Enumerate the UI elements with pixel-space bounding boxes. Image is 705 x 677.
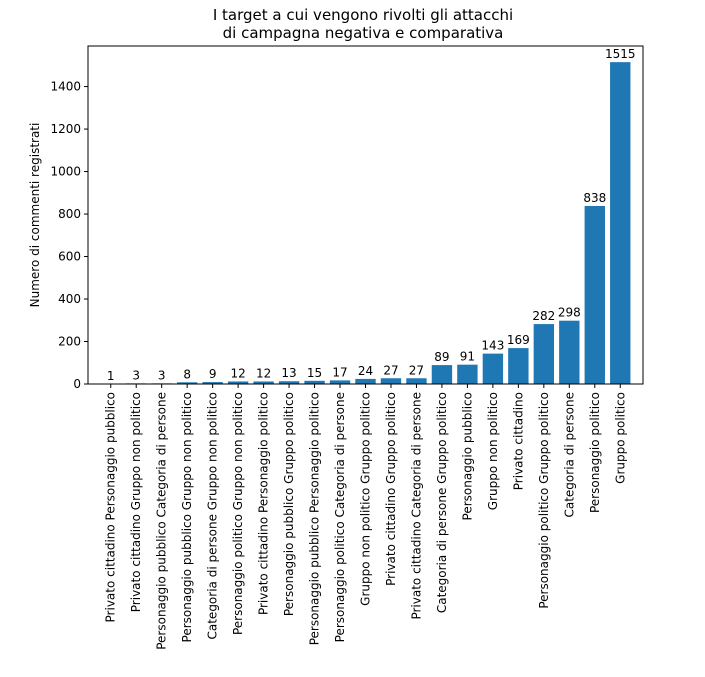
bar-6 xyxy=(227,381,249,384)
y-axis: 0 200 400 600 800 1000 1200 1400 xyxy=(50,80,88,391)
x-tick-label-15: Personaggio pubblico xyxy=(460,392,474,520)
bar-value-label-12: 27 xyxy=(383,363,398,377)
x-tick-label-13: Privato cittadino Categoria di persone xyxy=(409,392,423,620)
chart-title-line-2: di campagna negativa e comparativa xyxy=(223,24,504,42)
bar-value-label-8: 13 xyxy=(281,366,296,380)
bar-value-label-3: 3 xyxy=(158,368,166,382)
x-tick-label-2: Privato cittadino Gruppo non politico xyxy=(129,392,143,612)
y-axis-label: Numero di commenti registrati xyxy=(28,123,42,308)
x-tick-label-14: Categoria di persone Gruppo politico xyxy=(435,392,449,613)
x-tick-label-18: Personaggio politico Gruppo politico xyxy=(537,392,551,609)
bar-11 xyxy=(355,378,376,384)
x-tick-label-3: Personaggio pubblico Categoria di person… xyxy=(155,392,169,650)
bar-value-label-16: 143 xyxy=(481,339,504,353)
bar-value-label-18: 282 xyxy=(532,309,555,323)
bar-value-label-2: 3 xyxy=(132,368,140,382)
x-tick-label-20: Personaggio politico xyxy=(588,392,602,513)
x-tick-label-5: Categoria di persone Gruppo non politico xyxy=(206,392,220,640)
x-tick-label-6: Personaggio politico Gruppo non politico xyxy=(231,392,245,635)
y-tick-label-1200: 1200 xyxy=(50,122,81,136)
x-tick-label-17: Privato cittadino xyxy=(511,392,525,490)
bar-17 xyxy=(508,348,529,384)
x-tick-label-7: Privato cittadino Personaggio politico xyxy=(257,392,271,615)
x-tick-label-10: Personaggio politico Categoria di person… xyxy=(333,392,347,642)
y-tick-label-800: 800 xyxy=(58,207,81,221)
x-tick-label-11: Gruppo non politico Gruppo politico xyxy=(359,392,373,606)
bar-9 xyxy=(304,380,325,384)
bar-value-label-1: 1 xyxy=(107,369,115,383)
bar-value-label-4: 8 xyxy=(183,367,191,381)
bar-value-label-19: 298 xyxy=(558,306,581,320)
bar-value-label-17: 169 xyxy=(507,333,530,347)
x-tick-label-21: Gruppo politico xyxy=(613,392,627,484)
y-tick-label-0: 0 xyxy=(73,377,81,391)
x-tick-label-1: Privato cittadino Personaggio pubblico xyxy=(104,392,118,622)
bar-18 xyxy=(533,324,555,384)
x-tick-label-8: Personaggio pubblico Gruppo politico xyxy=(282,392,296,616)
bar-21 xyxy=(610,62,631,385)
bar-10 xyxy=(329,380,351,384)
plot-frame xyxy=(87,45,644,385)
chart-title-line-1: I target a cui vengono rivolti gli attac… xyxy=(213,6,513,24)
bar-value-label-14: 89 xyxy=(434,350,449,364)
bar-5 xyxy=(202,382,223,384)
bar-value-label-5: 9 xyxy=(209,367,217,381)
x-tick-label-19: Categoria di persone xyxy=(562,392,576,518)
x-axis: Privato cittadino Personaggio pubblico Pr… xyxy=(104,384,627,650)
bar-value-label-11: 24 xyxy=(358,364,373,378)
bar-20 xyxy=(584,205,605,384)
bar-14 xyxy=(431,365,453,384)
y-tick-label-600: 600 xyxy=(58,250,81,264)
x-tick-label-9: Personaggio pubblico Personaggio politic… xyxy=(308,392,322,645)
bar-value-label-9: 15 xyxy=(307,366,322,380)
y-tick-label-1400: 1400 xyxy=(50,80,81,94)
bar-value-label-21: 1515 xyxy=(605,47,636,61)
bar-19 xyxy=(559,320,580,384)
x-tick-label-4: Personaggio pubblico Gruppo non politico xyxy=(180,392,194,642)
y-tick-label-200: 200 xyxy=(58,335,81,349)
bar-value-label-7: 12 xyxy=(256,366,271,380)
bar-4 xyxy=(176,382,198,384)
bar-12 xyxy=(380,378,402,384)
bar-13 xyxy=(406,378,427,384)
bar-value-label-15: 91 xyxy=(460,350,475,364)
bar-value-label-6: 12 xyxy=(230,366,245,380)
bar-8 xyxy=(278,381,300,384)
x-tick-label-16: Gruppo non politico xyxy=(486,392,500,510)
bar-7 xyxy=(253,381,274,384)
bar-value-label-20: 838 xyxy=(583,191,606,205)
bar-value-label-13: 27 xyxy=(409,363,424,377)
y-tick-label-1000: 1000 xyxy=(50,165,81,179)
bar-16 xyxy=(482,353,504,384)
y-tick-label-400: 400 xyxy=(58,292,81,306)
x-tick-label-12: Privato cittadino Gruppo politico xyxy=(384,392,398,586)
bar-value-label-10: 17 xyxy=(332,365,347,379)
bar-15 xyxy=(457,364,478,384)
